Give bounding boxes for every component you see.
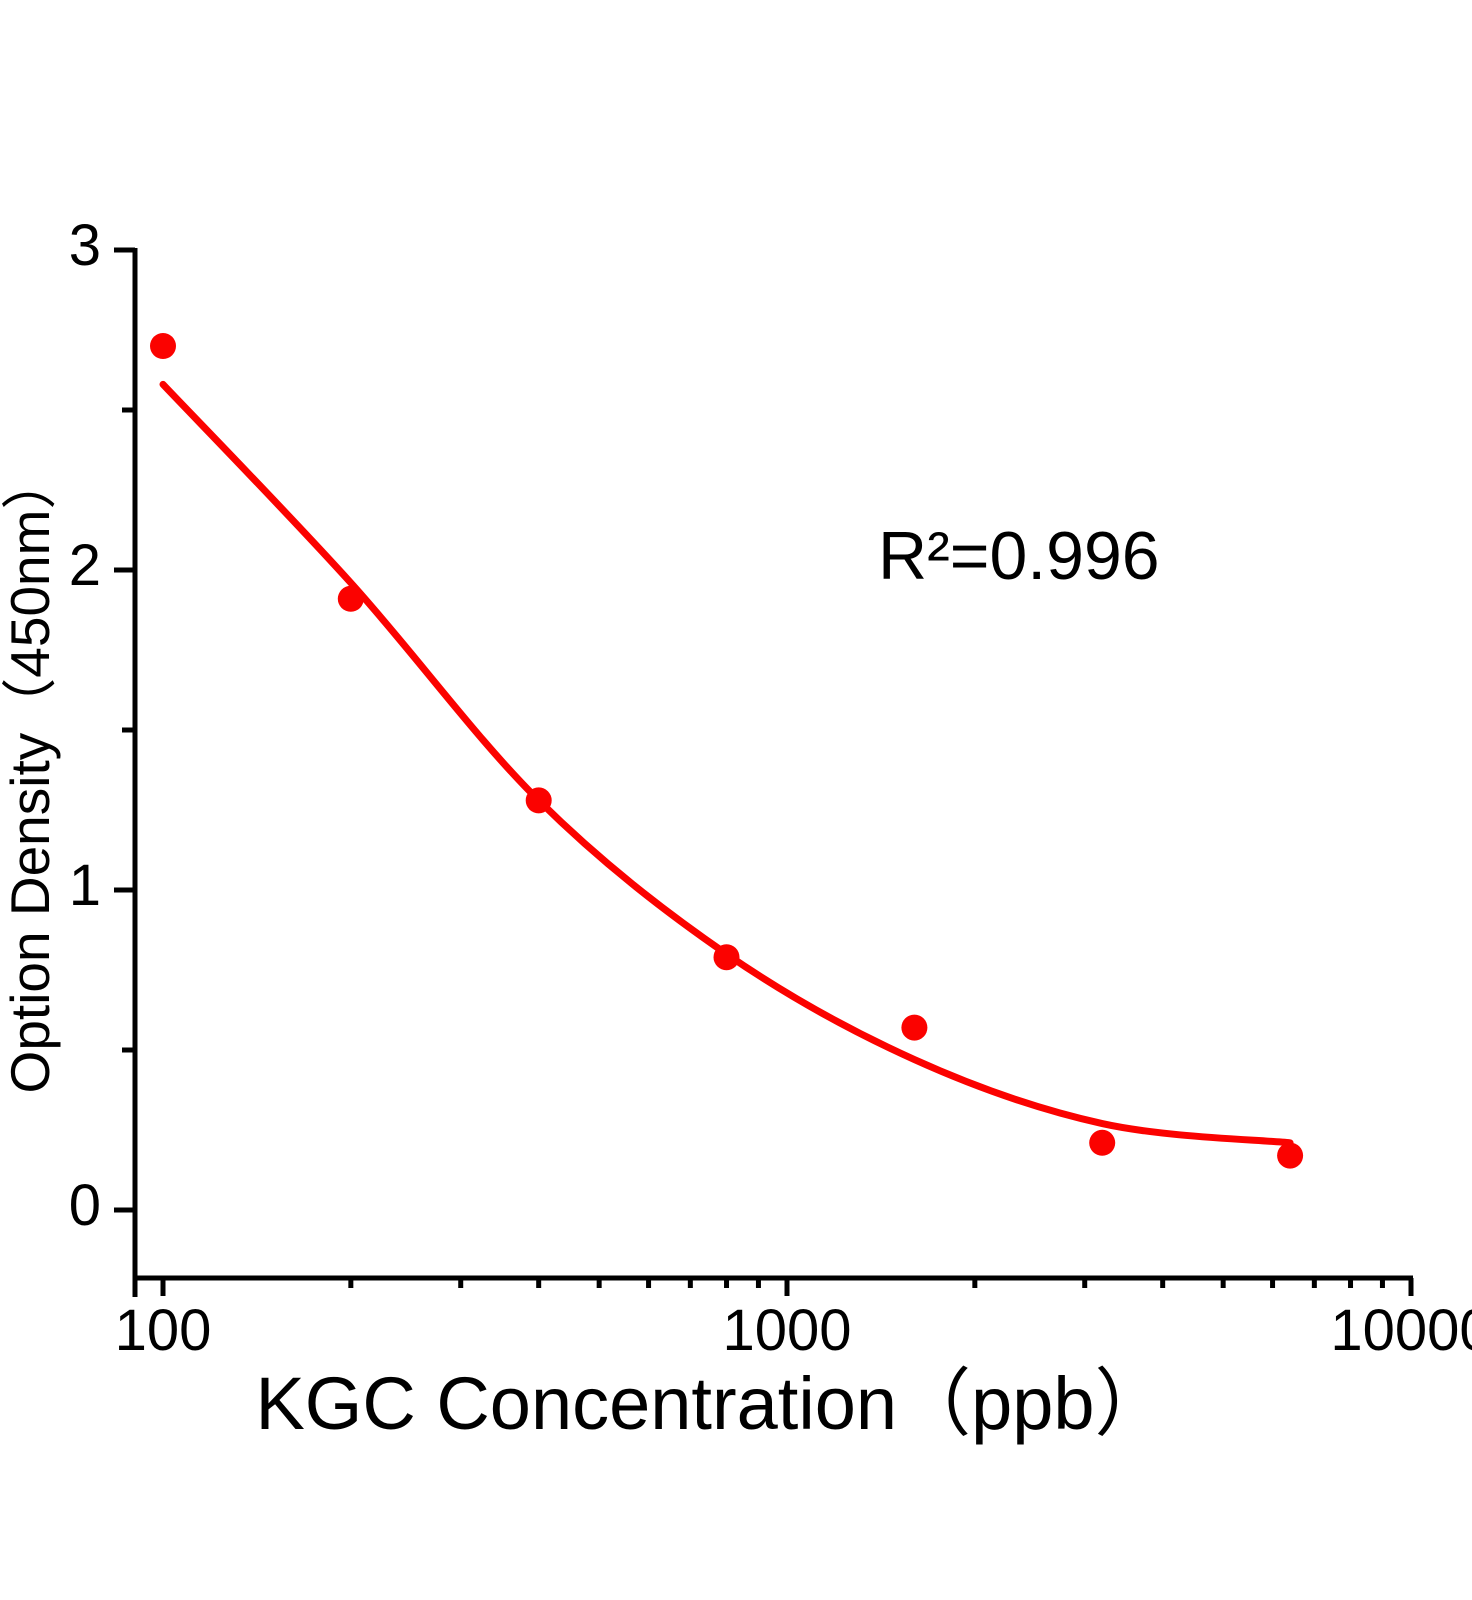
data-point xyxy=(1089,1129,1116,1156)
y-axis-label: Option Density（450nm） xyxy=(0,454,61,1094)
data-point xyxy=(713,944,740,971)
y-tick-label: 1 xyxy=(69,853,101,918)
y-tick-label: 0 xyxy=(69,1173,101,1238)
x-tick-label: 1000 xyxy=(722,1298,851,1363)
data-point xyxy=(150,333,176,359)
x-tick-label: 100 xyxy=(115,1298,212,1363)
data-point xyxy=(525,787,552,814)
x-axis-label: KGC Concentration（ppb） xyxy=(255,1362,1169,1445)
r-squared-annotation: R²=0.996 xyxy=(878,518,1160,594)
data-point xyxy=(901,1014,928,1041)
y-tick-label: 3 xyxy=(69,213,101,278)
data-point xyxy=(1277,1142,1304,1169)
y-tick-label: 2 xyxy=(69,533,101,598)
data-point xyxy=(337,585,364,612)
fit-curve xyxy=(159,380,1294,1147)
